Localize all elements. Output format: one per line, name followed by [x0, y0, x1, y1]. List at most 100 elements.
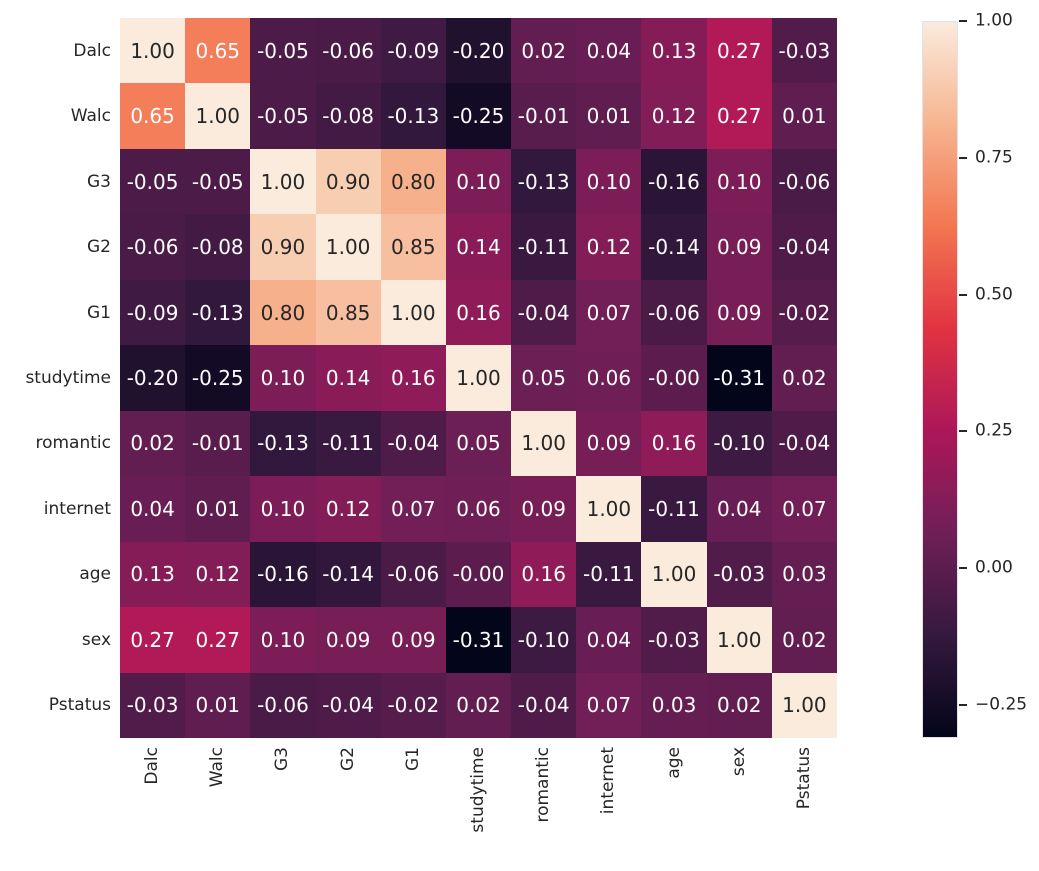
heatmap-cell: 0.07	[576, 672, 642, 738]
cell-value-label: -0.13	[191, 300, 244, 325]
heatmap-cell: -0.11	[315, 410, 381, 477]
heatmap-cell: 0.05	[511, 345, 577, 411]
cell-value-label: -0.10	[713, 431, 766, 456]
cell-value-label: 0.85	[325, 300, 371, 325]
heatmap-cell: 0.09	[511, 476, 577, 542]
cell-value-label: 0.01	[782, 104, 827, 129]
cell-value-label: 0.65	[195, 38, 241, 63]
heatmap-cell: 0.13	[120, 541, 186, 608]
cell-value-label: -0.25	[191, 365, 244, 390]
cell-value-label: 0.06	[586, 365, 632, 390]
heatmap-cell: 0.10	[250, 607, 316, 673]
heatmap-cell: -0.05	[120, 148, 186, 215]
colorbar-tick	[959, 156, 967, 159]
cell-value-label: -0.10	[517, 627, 570, 652]
heatmap-cell: -0.06	[315, 18, 381, 84]
cell-value-label: 0.02	[456, 693, 501, 718]
heatmap-cell: 0.16	[380, 345, 446, 411]
heatmap-cell: -0.31	[706, 345, 772, 411]
cell-value-label: -0.11	[648, 496, 700, 521]
cell-value-label: 1.00	[456, 365, 501, 390]
cell-value-label: 0.04	[586, 38, 632, 63]
cell-value-label: 1.00	[391, 300, 436, 325]
heatmap-cell: 0.65	[120, 83, 186, 149]
cell-value-label: -0.01	[517, 104, 570, 129]
cell-value-label: -0.13	[257, 431, 309, 456]
cell-value-label: 0.09	[521, 496, 566, 521]
heatmap-cell: 0.01	[185, 672, 251, 738]
heatmap-cell: 0.10	[250, 345, 316, 411]
heatmap-cell: -0.31	[445, 607, 512, 673]
cell-value-label: -0.09	[126, 300, 179, 325]
cell-value-label: 0.80	[260, 300, 306, 325]
heatmap-cell: 0.03	[771, 541, 837, 608]
heatmap-cell: -0.13	[250, 410, 316, 477]
heatmap-cell: 0.09	[706, 214, 772, 280]
heatmap-cell: 0.85	[315, 279, 381, 346]
heatmap-cell: 0.90	[315, 148, 381, 215]
x-tick-label: Walc	[185, 747, 250, 857]
cell-value-label: 0.16	[456, 300, 501, 325]
heatmap-cell: 0.14	[315, 345, 381, 411]
heatmap-cell: -0.11	[576, 541, 642, 608]
colorbar-tick-label: 0.75	[975, 147, 1013, 168]
cell-value-label: 0.02	[782, 365, 827, 390]
heatmap-cell: 0.27	[706, 18, 772, 84]
heatmap-cell: 0.04	[576, 18, 642, 84]
cell-value-label: 0.27	[130, 627, 175, 652]
cell-value-label: -0.20	[126, 365, 179, 390]
x-tick-label: G3	[250, 747, 315, 857]
cell-value-label: -0.06	[126, 235, 179, 260]
heatmap-cell: -0.04	[771, 214, 837, 280]
cell-value-label: 1.00	[130, 38, 175, 63]
cell-value-label: -0.25	[452, 104, 505, 129]
cell-value-label: -0.02	[778, 300, 831, 325]
heatmap-cell: 0.04	[576, 607, 642, 673]
cell-value-label: -0.01	[191, 431, 244, 456]
heatmap-cell: -0.04	[315, 672, 381, 738]
y-tick-label: age	[79, 564, 111, 585]
x-tick-label-text: studytime	[467, 747, 488, 833]
cell-value-label: -0.04	[517, 693, 570, 718]
y-tick-label: G2	[87, 237, 111, 258]
cell-value-label: -0.03	[648, 627, 700, 652]
cell-value-label: 0.10	[716, 169, 762, 194]
cell-value-label: 0.10	[260, 496, 306, 521]
cell-value-label: 0.04	[586, 627, 632, 652]
heatmap-cell: 0.09	[315, 607, 381, 673]
cell-value-label: 0.14	[325, 365, 371, 390]
cell-value-label: 0.10	[260, 365, 306, 390]
cell-value-label: 0.01	[195, 496, 241, 521]
colorbar-tick-label: −0.25	[975, 694, 1028, 715]
x-tick-label: romantic	[511, 747, 576, 857]
cell-value-label: 0.80	[391, 169, 436, 194]
cell-value-label: -0.00	[452, 562, 505, 587]
heatmap-cell: -0.25	[445, 83, 512, 149]
cell-value-label: 0.12	[325, 496, 371, 521]
cell-value-label: 1.00	[260, 169, 306, 194]
heatmap-cell: -0.03	[120, 672, 186, 738]
heatmap-cell: -0.13	[380, 83, 446, 149]
cell-value-label: -0.04	[387, 431, 440, 456]
heatmap-cell: 0.12	[576, 214, 642, 280]
x-tick-label: internet	[576, 747, 641, 857]
heatmap-cell: -0.20	[120, 345, 186, 411]
x-tick-label-text: G3	[272, 747, 293, 771]
cell-value-label: 1.00	[586, 496, 632, 521]
heatmap-cell: -0.03	[641, 607, 707, 673]
cell-value-label: 1.00	[651, 562, 697, 587]
cell-value-label: 1.00	[782, 693, 827, 718]
cell-value-label: 0.14	[456, 235, 501, 260]
heatmap-cell: 0.14	[445, 214, 512, 280]
heatmap-cell: 0.07	[576, 279, 642, 346]
cell-value-label: 0.27	[195, 627, 241, 652]
heatmap-cell: -0.10	[511, 607, 577, 673]
heatmap-grid: 1.00 0.65 -0.05 -0.06 -0.09 -0.20 0.02 0.04 0.13…	[120, 18, 837, 738]
colorbar-tick-label: 0.25	[975, 420, 1013, 441]
cell-value-label: -0.04	[517, 300, 570, 325]
heatmap-cell: -0.09	[120, 279, 186, 346]
y-tick-label: G3	[87, 171, 111, 192]
heatmap-cell: 0.80	[380, 148, 446, 215]
y-tick-label: sex	[81, 629, 111, 650]
cell-value-label: -0.06	[778, 169, 831, 194]
